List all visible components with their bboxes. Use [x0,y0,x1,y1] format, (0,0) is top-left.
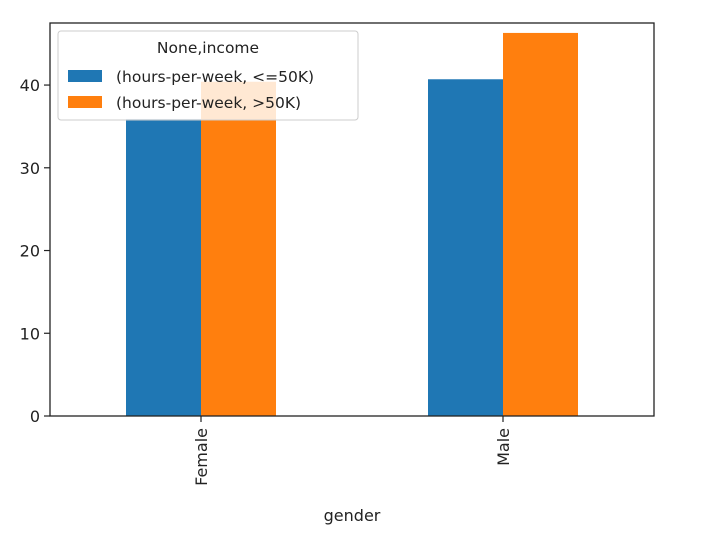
x-axis: Female Male [192,416,513,486]
y-tick-label-20: 20 [20,242,40,261]
bar-female-hours-per-week-le50k [126,118,201,417]
y-tick-label-30: 30 [20,159,40,178]
y-tick-label-0: 0 [30,407,40,426]
legend-swatch-hours-per-week-gt50k [68,96,102,108]
y-axis: 0 10 20 30 40 [20,76,50,426]
x-tick-label-male: Male [494,428,513,466]
x-axis-label: gender [324,506,381,525]
y-tick-label-40: 40 [20,76,40,95]
bar-male-hours-per-week-le50k [428,79,503,417]
legend-label-hours-per-week-le50k: (hours-per-week, <=50K) [116,68,314,86]
x-tick-label-female: Female [192,428,211,486]
legend-box [57,30,359,121]
legend-title: None,income [157,39,259,57]
legend-label-hours-per-week-gt50k: (hours-per-week, >50K) [116,94,301,112]
legend-swatch-hours-per-week-le50k [68,70,102,82]
y-tick-label-10: 10 [20,324,40,343]
bars-group [126,32,578,417]
legend: None,income (hours-per-week, <=50K) (hou… [57,30,359,121]
plot-frame [49,22,655,417]
bar-male-hours-per-week-gt50k [503,32,578,417]
bar-female-hours-per-week-gt50k [201,81,276,416]
